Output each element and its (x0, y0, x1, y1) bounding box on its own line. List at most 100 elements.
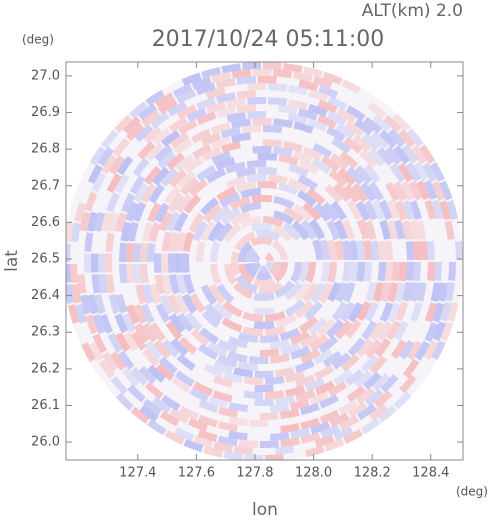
radar-cell (228, 430, 248, 441)
radar-cell (290, 427, 311, 439)
radar-cell (391, 262, 400, 282)
radar-cell (270, 353, 291, 364)
radar-cell (245, 263, 258, 278)
radar-cell (246, 174, 267, 183)
radar-cell (102, 351, 119, 372)
radar-cell (265, 325, 286, 336)
radar-cell (361, 320, 378, 341)
radar-cell (126, 264, 135, 284)
radar-cell (317, 318, 336, 337)
radar-cell (177, 119, 198, 135)
radar-cell (345, 369, 365, 386)
radar-cell (178, 405, 199, 421)
radar-cell (295, 389, 316, 402)
radar-cell (336, 108, 357, 124)
radar-cell (259, 440, 279, 448)
y-tick-label: 27.0 (31, 68, 60, 83)
radar-cell (284, 281, 303, 301)
radar-cell (161, 231, 173, 252)
radar-cell (364, 220, 377, 240)
radar-cell (98, 274, 108, 294)
radar-cell (341, 79, 362, 94)
radar-cell (322, 201, 340, 222)
radar-cell (398, 262, 407, 282)
radar-cell (149, 284, 162, 304)
radar-cell (215, 78, 236, 89)
radar-cell (174, 370, 195, 387)
radar-cell (228, 416, 248, 427)
radar-cell (394, 282, 406, 303)
radar-cell (278, 154, 299, 166)
radar-cell (263, 62, 282, 70)
radar-cell (144, 381, 164, 400)
radar-cell (330, 200, 347, 221)
radar-cell (283, 63, 303, 73)
radar-cell (223, 223, 242, 243)
radar-cell (190, 328, 210, 347)
radar-cell (88, 341, 104, 362)
radar-cell (341, 219, 355, 240)
radar-cell (133, 304, 148, 325)
radar-cell (87, 294, 99, 315)
radar-cell (252, 262, 261, 272)
y-axis-label: lat (2, 250, 22, 272)
radar-cell (301, 282, 319, 303)
radar-cell (409, 200, 423, 220)
radar-cell (178, 336, 198, 355)
radar-cell (283, 140, 304, 153)
radar-cell (297, 190, 317, 207)
radar-cell (275, 313, 297, 328)
radar-cell (317, 114, 338, 129)
radar-cell (229, 210, 251, 227)
radar-cell (356, 338, 374, 358)
radar-cell (265, 453, 284, 460)
radar-cell (238, 241, 253, 262)
radar-cell (74, 202, 87, 223)
radar-cell (389, 163, 406, 183)
radar-cell (339, 415, 360, 431)
radar-cell (145, 89, 165, 106)
radar-cell (213, 441, 233, 453)
radar-cell (115, 293, 128, 314)
radar-cell (394, 200, 408, 221)
radar-cell (331, 301, 348, 322)
radar-cell (288, 163, 309, 178)
radar-cell (210, 241, 221, 262)
radar-cell (326, 126, 346, 142)
radar-cell (233, 367, 253, 378)
radar-cell (98, 359, 115, 379)
radar-cell (310, 282, 326, 304)
radar-cell (251, 194, 273, 203)
radar-cell (406, 340, 423, 361)
radar-cell (356, 262, 365, 282)
radar-cell (329, 412, 350, 428)
radar-cell (409, 282, 420, 302)
radar-cell (343, 136, 363, 154)
x-tick-label: 128.4 (412, 466, 449, 481)
radar-cell (231, 69, 251, 79)
radar-cell (230, 250, 241, 276)
radar-cell (339, 301, 356, 322)
radar-cell (392, 113, 411, 132)
radar-cell (298, 316, 319, 333)
radar-cell (130, 406, 150, 424)
radar-cell (328, 169, 348, 188)
radar-cell (147, 242, 156, 262)
radar-cell (253, 306, 275, 315)
radar-cell (191, 76, 212, 90)
radar-cell (344, 319, 362, 339)
radar-cell (378, 405, 397, 423)
radar-cell (193, 435, 214, 448)
radar-cell (173, 211, 189, 232)
radar-cell (155, 303, 171, 324)
radar-cell (386, 219, 398, 240)
radar-cell (402, 200, 415, 221)
radar-cell (191, 143, 212, 160)
radar-cell (203, 203, 222, 223)
radar-cell (302, 202, 322, 221)
radar-cell (383, 114, 402, 133)
radar-cell (275, 445, 295, 455)
radar-cell (356, 301, 372, 322)
radar-cell (280, 327, 301, 341)
radar-cell (195, 97, 216, 111)
